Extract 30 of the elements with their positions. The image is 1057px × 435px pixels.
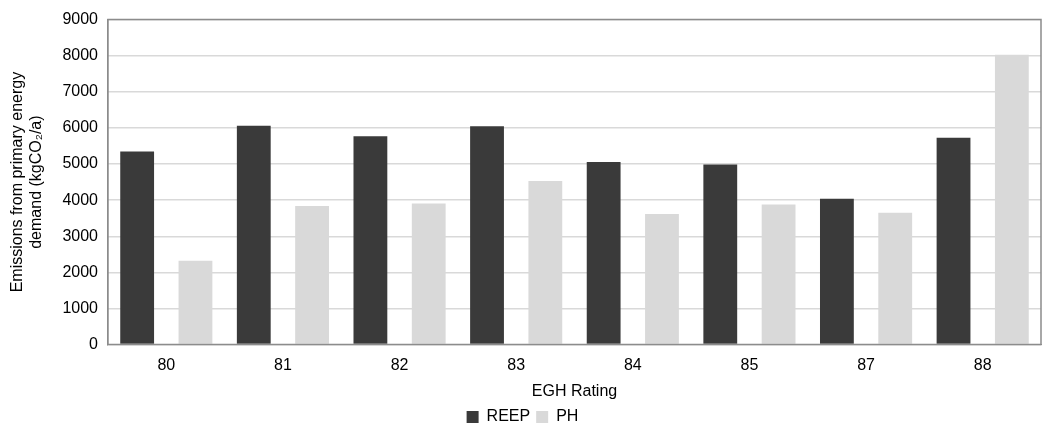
y-tick-label: 1000 <box>62 298 99 316</box>
bar <box>819 198 854 344</box>
y-tick-label: 4000 <box>62 190 99 208</box>
bar <box>120 151 155 344</box>
y-tick-label: 0 <box>89 335 99 353</box>
x-tick-label: 80 <box>157 355 176 373</box>
bar <box>586 161 621 344</box>
x-tick-label: 87 <box>857 355 876 373</box>
bar <box>353 136 388 344</box>
y-tick-label: 2000 <box>62 262 99 280</box>
y-tick-label: 9000 <box>62 10 99 28</box>
x-tick-label: 83 <box>507 355 526 373</box>
legend-label: REEP <box>486 407 531 425</box>
x-tick-label: 81 <box>274 355 292 373</box>
x-axis-title: EGH Rating <box>531 381 618 399</box>
bar <box>703 164 738 344</box>
x-tick-label: 82 <box>390 355 409 373</box>
x-tick-label: 85 <box>740 355 759 373</box>
legend-label: PH <box>556 407 579 425</box>
y-tick-label: 5000 <box>62 154 99 172</box>
bar <box>936 137 971 344</box>
x-tick-label: 84 <box>623 355 642 373</box>
y-tick-label: 7000 <box>62 82 99 100</box>
y-tick-label: 6000 <box>62 118 99 136</box>
y-tick-label: 8000 <box>62 46 99 64</box>
y-axis-title: Emissions from primary energy demand (kgCO₂/a) <box>8 71 45 293</box>
y-tick-label: 3000 <box>62 226 99 244</box>
x-tick-label: 88 <box>973 355 992 373</box>
bar <box>236 125 271 344</box>
bar <box>470 126 504 344</box>
